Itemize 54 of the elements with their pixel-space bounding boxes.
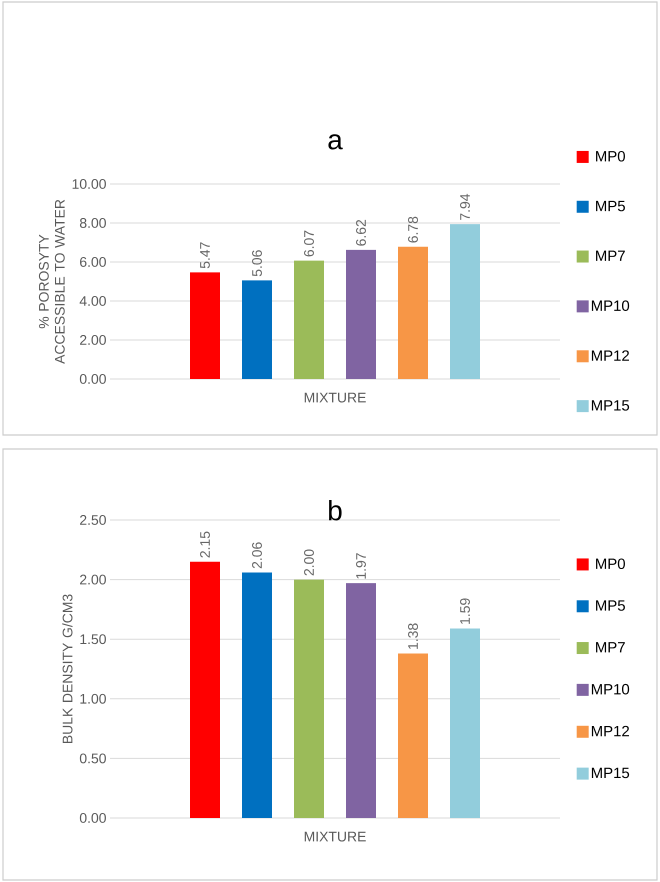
y-tick-label: 2.00: [80, 574, 106, 585]
x-axis-title: MIXTURE: [304, 832, 366, 842]
legend-label: MP7: [596, 642, 625, 652]
y-tick-label: 2.00: [80, 335, 106, 345]
data-label: 5.47: [200, 242, 210, 268]
bar: [398, 246, 428, 379]
legend-label: MP10: [592, 684, 630, 694]
data-label: 5.06: [252, 250, 262, 276]
bar: [294, 260, 324, 379]
legend-label: MP7: [596, 250, 625, 261]
y-tick-label: 6.00: [80, 257, 106, 267]
legend-label: MP10: [592, 300, 630, 311]
chart-title: a: [328, 134, 343, 150]
data-label: 2.06: [252, 542, 262, 568]
legend-label: MP0: [596, 558, 625, 570]
y-tick-label: 0.00: [80, 813, 106, 823]
y-tick-label: 1.00: [80, 694, 106, 704]
data-label: 6.07: [304, 230, 314, 256]
bar: [346, 250, 376, 379]
data-label: 7.94: [460, 194, 470, 220]
chart-title: b: [329, 500, 342, 520]
legend-label: MP12: [592, 726, 629, 736]
y-tick-label: 8.00: [80, 218, 106, 228]
data-label: 1.97: [356, 553, 366, 579]
y-tick-label: 0.50: [80, 753, 106, 764]
y-tick-label: 0.00: [80, 374, 106, 384]
legend-label: MP5: [596, 200, 625, 212]
data-label: 6.62: [356, 220, 366, 246]
y-axis-title: BULK DENSITY G/CM3: [62, 594, 72, 744]
y-tick-label: 2.50: [80, 515, 106, 525]
bar: [450, 224, 480, 379]
bar: [190, 272, 220, 379]
legend-label: MP5: [596, 600, 625, 611]
bar: [242, 572, 272, 818]
y-tick-label: 4.00: [80, 296, 106, 306]
data-label: 1.59: [460, 598, 470, 624]
data-label: 2.15: [200, 532, 210, 558]
bar: [398, 653, 428, 818]
bar: [346, 583, 376, 818]
y-tick-label: 1.50: [80, 634, 106, 644]
legend-label: MP15: [592, 400, 630, 411]
legend-label: MP0: [596, 150, 625, 162]
bar: [190, 562, 220, 818]
data-label: 2.00: [304, 549, 314, 576]
x-axis-title: MIXTURE: [304, 392, 366, 402]
bar: [242, 280, 272, 379]
data-label: 6.78: [408, 216, 418, 243]
y-axis-title: % POROSYTY ACCESSIBLE TO WATER: [38, 200, 65, 364]
legend-label: MP15: [592, 768, 630, 778]
y-tick-label: 10.00: [72, 179, 106, 189]
bar: [294, 580, 324, 818]
data-label: 1.38: [408, 623, 418, 649]
legend-label: MP12: [592, 350, 629, 361]
bar: [450, 628, 480, 818]
